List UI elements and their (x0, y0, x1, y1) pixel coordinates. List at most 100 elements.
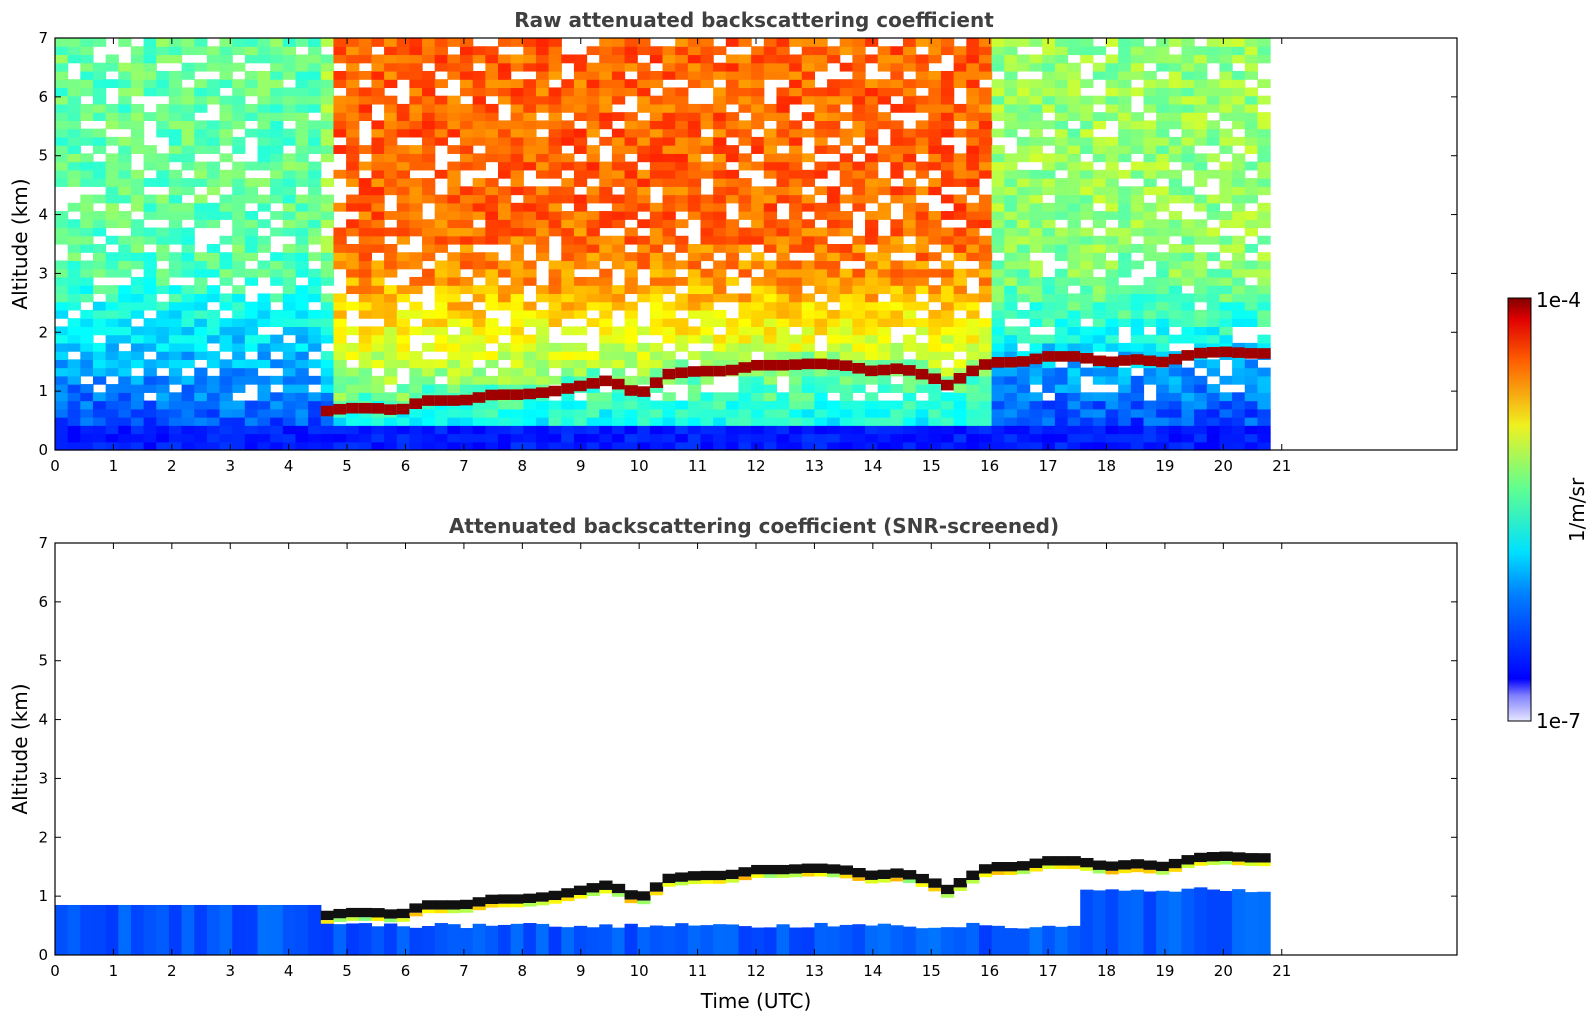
cloud-layer-mark (358, 907, 373, 918)
heatmap-cell (903, 38, 917, 47)
heatmap-cell (814, 103, 828, 113)
cloud-edge-mark (523, 903, 537, 907)
heatmap-cell (67, 46, 81, 56)
heatmap-cell (535, 38, 550, 47)
heatmap-cell (649, 219, 664, 229)
heatmap-cell (1092, 309, 1107, 319)
heatmap-cell (1130, 62, 1145, 72)
cloud-layer-mark (548, 385, 562, 397)
heatmap-cell (865, 400, 879, 410)
heatmap-cell (991, 202, 1005, 212)
heatmap-cell (1156, 334, 1170, 344)
heatmap-cell (953, 285, 967, 295)
aerosol-layer-mark (915, 928, 929, 955)
heatmap-cell (637, 145, 651, 154)
heatmap-cell (852, 178, 866, 187)
heatmap-cell (1054, 112, 1069, 121)
heatmap-cell (713, 194, 727, 204)
heatmap-cell (1219, 70, 1233, 80)
heatmap-cell (624, 54, 638, 64)
heatmap-cell (156, 38, 170, 47)
heatmap-cell (80, 70, 94, 80)
heatmap-cell (333, 54, 347, 64)
heatmap-cell (1105, 186, 1119, 196)
heatmap-cell (384, 425, 398, 435)
heatmap-cell (1181, 276, 1195, 286)
heatmap-cell (827, 103, 841, 113)
heatmap-cell (890, 309, 904, 319)
heatmap-cell (346, 433, 360, 443)
cloud-edge-mark (548, 900, 562, 904)
heatmap-cell (308, 103, 322, 113)
heatmap-cell (1168, 392, 1183, 402)
heatmap-cell (168, 375, 183, 385)
heatmap-cell (1092, 244, 1107, 253)
cloud-layer-mark (1168, 858, 1183, 869)
heatmap-cell (1194, 309, 1208, 319)
cloud-layer-mark (320, 405, 335, 417)
heatmap-cell (1244, 301, 1259, 311)
heatmap-cell (966, 342, 980, 352)
heatmap-cell (1092, 252, 1107, 262)
aerosol-layer-mark (510, 923, 524, 955)
heatmap-cell (1219, 235, 1233, 245)
heatmap-cell (776, 128, 790, 138)
heatmap-cell (194, 128, 208, 138)
heatmap-cell (320, 367, 335, 377)
heatmap-cell (282, 211, 297, 220)
heatmap-cell (422, 70, 436, 80)
cloud-edge-mark (535, 901, 550, 906)
cloud-layer-mark (485, 894, 499, 905)
heatmap-cell (624, 326, 638, 336)
heatmap-cell (713, 178, 727, 187)
heatmap-cell (523, 301, 537, 311)
heatmap-cell (1004, 367, 1018, 377)
heatmap-cell (1029, 62, 1043, 72)
aerosol-layer-mark (105, 904, 119, 955)
heatmap-cell (80, 79, 94, 89)
heatmap-cell (1092, 301, 1107, 311)
heatmap-cell (396, 260, 410, 270)
heatmap-cell (624, 227, 638, 237)
heatmap-cell (624, 194, 638, 204)
cloud-layer-mark (561, 383, 575, 394)
cloud-layer-mark (814, 863, 828, 873)
aerosol-layer-mark (599, 924, 613, 955)
heatmap-cell (371, 194, 385, 204)
heatmap-cell (978, 260, 993, 270)
heatmap-cell (953, 293, 967, 303)
heatmap-cell (244, 252, 259, 262)
heatmap-cell (586, 161, 600, 171)
heatmap-cell (143, 359, 157, 369)
heatmap-cell (548, 136, 562, 146)
heatmap-cell (978, 169, 993, 179)
heatmap-cell (472, 375, 486, 385)
heatmap-cell (156, 87, 170, 97)
heatmap-cell (953, 359, 967, 369)
heatmap-cell (1143, 334, 1157, 344)
heatmap-cell (1080, 268, 1094, 278)
cloud-edge-mark (1168, 868, 1183, 872)
heatmap-cell (675, 169, 689, 179)
heatmap-cell (953, 417, 967, 426)
x-tick-label: 18 (1097, 457, 1116, 475)
heatmap-cell (358, 202, 373, 212)
heatmap-cell (1105, 276, 1119, 286)
heatmap-cell (1105, 79, 1119, 89)
heatmap-cell (865, 351, 879, 360)
heatmap-cell (738, 153, 752, 163)
heatmap-cell (1130, 260, 1145, 270)
heatmap-cell (1042, 408, 1056, 418)
heatmap-cell (143, 178, 157, 187)
heatmap-cell (852, 145, 866, 154)
heatmap-cell (649, 161, 664, 171)
heatmap-cell (55, 408, 69, 418)
heatmap-cell (890, 227, 904, 237)
heatmap-cell (978, 54, 993, 64)
heatmap-cell (903, 219, 917, 229)
x-tick-label: 2 (167, 962, 177, 980)
cloud-layer-mark (966, 870, 980, 881)
heatmap-cell (422, 252, 436, 262)
heatmap-cell (371, 384, 385, 393)
heatmap-cell (738, 400, 752, 410)
